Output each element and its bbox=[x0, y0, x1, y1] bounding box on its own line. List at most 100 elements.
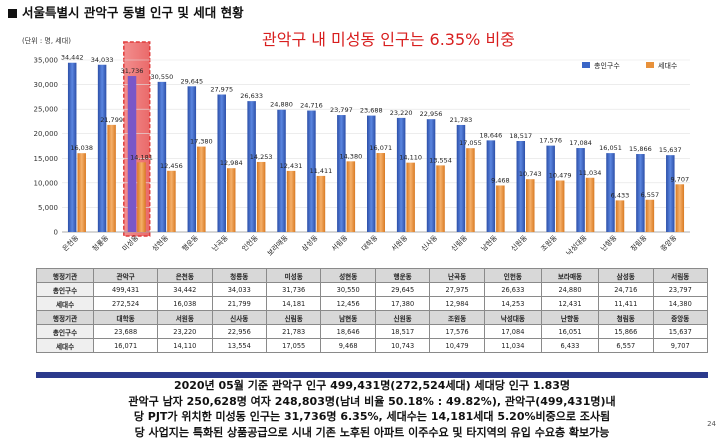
bar-households bbox=[256, 161, 266, 232]
table-cell: 15,637 bbox=[652, 324, 708, 339]
page-number: 24 bbox=[707, 420, 716, 428]
y-tick-label: 10,000 bbox=[34, 179, 59, 187]
table-header-row: 행정기관 관악구 은천동 청룡동 미성동 성현동 행운동 난곡동 인헌동 보라매동 삼성동 서림동 bbox=[35, 268, 708, 283]
x-tick-label: 조원동 bbox=[539, 233, 559, 253]
table-header-cell: 은천동 bbox=[157, 268, 213, 283]
table-cell: 26,633 bbox=[483, 282, 542, 297]
summary-line: 당 사업지는 특화된 상품공급으로 시내 기존 노후된 아파트 이주수요 및 타… bbox=[134, 425, 610, 439]
table-cell: 17,084 bbox=[483, 324, 542, 339]
data-label-population: 23,688 bbox=[360, 107, 383, 115]
bar-population bbox=[307, 110, 316, 232]
bar-population bbox=[97, 64, 107, 233]
bar-households bbox=[615, 200, 625, 232]
bar-households bbox=[496, 185, 505, 232]
table-cell: 16,051 bbox=[540, 324, 600, 339]
table-header-cell: 낙성대동 bbox=[483, 310, 542, 325]
table-cell: 6,557 bbox=[598, 338, 654, 353]
table-cell: 29,645 bbox=[374, 282, 431, 297]
data-label-population: 23,797 bbox=[330, 106, 353, 114]
table-header-cell: 행정기관 bbox=[35, 310, 95, 325]
bar-households bbox=[675, 184, 685, 232]
table-cell: 22,956 bbox=[211, 324, 267, 339]
bar-households bbox=[346, 161, 356, 232]
bar-population bbox=[486, 140, 496, 232]
x-tick-label: 대학동 bbox=[359, 233, 379, 253]
data-label-households: 21,799 bbox=[100, 116, 123, 124]
table-header-cell: 남현동 bbox=[320, 310, 376, 325]
summary-line: 2020년 05월 기준 관악구 인구 499,431명(272,524세대) … bbox=[173, 379, 571, 392]
table-cell: 11,034 bbox=[483, 338, 542, 353]
x-tick-label: 신사동 bbox=[419, 233, 439, 253]
x-tick-label: 신림동 bbox=[449, 233, 469, 253]
data-label-households: 10,479 bbox=[549, 172, 572, 180]
y-tick-label: 15,000 bbox=[34, 155, 59, 163]
bar-households bbox=[316, 175, 326, 232]
data-label-households: 11,034 bbox=[579, 169, 602, 177]
table-cell: 31,736 bbox=[265, 282, 322, 297]
data-label-population: 15,637 bbox=[659, 146, 682, 154]
table-row: 세대수 16,071 14,110 13,554 17,055 9,468 10,743 10… bbox=[35, 338, 708, 353]
x-tick-label: 난곡동 bbox=[210, 233, 230, 253]
data-label-households: 12,431 bbox=[280, 162, 303, 170]
table-cell: 17,055 bbox=[265, 338, 322, 353]
data-label-households: 17,055 bbox=[459, 139, 482, 147]
x-tick-label: 보라매동 bbox=[265, 233, 290, 258]
table-row-label: 총인구수 bbox=[35, 324, 95, 339]
data-label-households: 12,456 bbox=[160, 162, 183, 170]
bar-population bbox=[277, 109, 286, 232]
x-tick-label: 인헌동 bbox=[240, 233, 260, 253]
data-label-population: 21,783 bbox=[450, 116, 473, 124]
table-header-cell: 대학동 bbox=[93, 310, 159, 325]
table-header-cell: 미성동 bbox=[265, 268, 322, 283]
data-label-households: 14,181 bbox=[130, 153, 153, 161]
table-cell: 12,456 bbox=[320, 296, 376, 311]
table-cell: 10,479 bbox=[429, 338, 485, 353]
table-cell: 17,576 bbox=[429, 324, 485, 339]
data-label-households: 12,984 bbox=[220, 159, 243, 167]
bar-population bbox=[546, 145, 555, 232]
table-header-cell: 행정기관 bbox=[35, 268, 95, 283]
table-row-label: 총인구수 bbox=[35, 282, 95, 297]
table-header-cell: 삼성동 bbox=[598, 268, 654, 283]
legend-swatch-households bbox=[646, 62, 654, 68]
table-header-cell: 신원동 bbox=[374, 310, 431, 325]
legend-label-population: 총인구수 bbox=[594, 61, 620, 70]
bar-households bbox=[107, 124, 116, 232]
table-header-cell: 조원동 bbox=[429, 310, 485, 325]
x-tick-label: 청림동 bbox=[629, 233, 649, 253]
page-title: 서울특별시 관악구 동별 인구 및 세대 현황 bbox=[8, 2, 244, 21]
table-header-cell: 인헌동 bbox=[483, 268, 542, 283]
bar-households bbox=[376, 153, 385, 232]
table-header-cell: 난곡동 bbox=[429, 268, 485, 283]
data-label-households: 9,707 bbox=[670, 175, 689, 183]
bar-population bbox=[157, 81, 167, 232]
data-label-households: 6,557 bbox=[641, 191, 660, 199]
table-header-row: 행정기관 대학동 서원동 신사동 신림동 남현동 신원동 조원동 낙성대동 난향동 청림동 중앙동 bbox=[35, 310, 708, 325]
data-label-population: 18,517 bbox=[509, 132, 532, 140]
table-header-cell: 난향동 bbox=[540, 310, 600, 325]
y-tick-label: 20,000 bbox=[34, 130, 59, 138]
bar-population bbox=[67, 62, 77, 232]
data-label-population: 34,033 bbox=[91, 56, 114, 64]
bar-population bbox=[187, 86, 197, 232]
bar-households bbox=[436, 165, 445, 232]
table-header-cell: 중앙동 bbox=[652, 310, 708, 325]
x-tick-label: 낙성대동 bbox=[564, 233, 589, 258]
table-cell: 18,517 bbox=[374, 324, 431, 339]
data-label-households: 14,110 bbox=[399, 154, 422, 162]
table-cell: 17,380 bbox=[374, 296, 431, 311]
table-header-cell: 청룡동 bbox=[211, 268, 267, 283]
data-label-households: 14,380 bbox=[339, 152, 362, 160]
table-cell: 16,038 bbox=[157, 296, 213, 311]
x-tick-label: 청룡동 bbox=[91, 233, 111, 253]
table-cell: 18,646 bbox=[320, 324, 376, 339]
table-header-cell: 성현동 bbox=[320, 268, 376, 283]
bar-population bbox=[337, 115, 346, 232]
y-tick-label: 35,000 bbox=[34, 57, 59, 65]
bar-households bbox=[226, 168, 236, 232]
bar-households bbox=[137, 162, 146, 232]
summary-line: 당 PJT가 위치한 미성동 인구는 31,736명 6.35%, 세대수는 1… bbox=[133, 410, 611, 423]
data-label-population: 24,880 bbox=[270, 101, 293, 109]
bar-population bbox=[576, 148, 585, 232]
data-label-population: 27,975 bbox=[210, 86, 233, 94]
